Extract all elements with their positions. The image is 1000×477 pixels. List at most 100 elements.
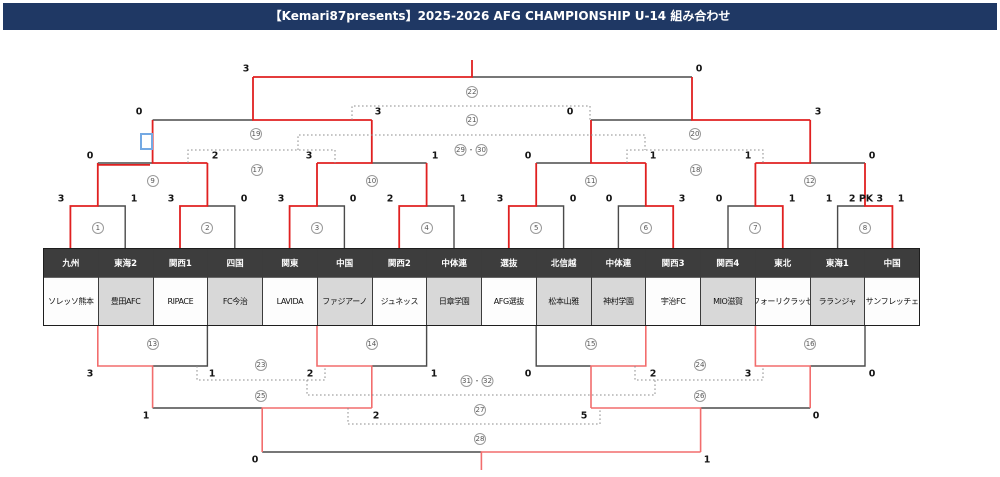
team-table: 九州 ソレッソ熊本 東海2 豊田AFC 関西1 RIPACE 四国 FC今治 関… [43,248,920,326]
match-number-12: 12 [804,175,817,187]
match-number-23: 23 [255,359,267,371]
match-number-21: 21 [466,114,478,126]
team-column: 中体連 日章学園 [426,249,481,325]
team-column: 東海1 ラランジャ [809,249,865,325]
score-semi2-right: 3 [814,106,822,118]
score-qf12-right: 0 [868,150,876,162]
team-cell: LAVIDA [263,278,317,325]
team-cell: フォーリクラッセ [755,278,810,325]
team-column: 九州 ソレッソ熊本 [44,249,98,325]
match-number-7: 7 [749,222,762,234]
team-column: 関西1 RIPACE [152,249,208,325]
title-bar: 【Kemari87presents】2025-2026 AFG CHAMPION… [3,3,997,30]
score-semi1-left: 0 [135,106,143,118]
team-column: 選抜 AFG選抜 [481,249,536,325]
region-cell: 中体連 [591,249,646,278]
score-m4-left: 2 [386,193,394,205]
score-m16-left: 3 [744,368,752,380]
score-m16-right: 0 [868,368,876,380]
score-m28-left: 0 [251,454,259,466]
pair-separator: ・ [473,377,481,385]
match-number-25: 25 [255,390,267,402]
selection-box [140,133,153,150]
team-cell: ファジアーノ [317,278,372,325]
region-cell: 中体連 [427,249,481,278]
team-cell: MIO滋賀 [701,278,755,325]
match-number-22: 22 [466,86,478,98]
region-cell: 選抜 [482,249,536,278]
region-cell: 東海1 [810,249,865,278]
score-m7-right: 1 [788,193,796,205]
team-cell: ソレッソ熊本 [44,278,98,325]
team-cell: AFG選抜 [482,278,536,325]
score-final-left: 3 [242,63,250,75]
score-m2-right: 0 [240,193,248,205]
score-qf11-left: 0 [524,150,532,162]
match-number-13: 13 [146,338,159,350]
team-cell: ジュネッス [372,278,427,325]
match-number-29: 29 [454,144,467,156]
match-number-8: 8 [859,222,871,234]
team-column: 関西4 MIO滋賀 [700,249,755,325]
score-m13-right: 1 [208,368,216,380]
match-number-18: 18 [690,164,702,176]
region-cell: 関西1 [153,249,208,278]
match-number-10: 10 [365,175,378,187]
score-semi1-right: 3 [374,106,382,118]
match-number-11: 11 [585,175,597,187]
team-column: 東海2 豊田AFC [97,249,153,325]
match-number-19: 19 [250,128,262,140]
match-number-32: 32 [481,375,494,387]
region-cell: 関西4 [701,249,755,278]
score-m15-left: 0 [524,368,532,380]
score-m1-left: 3 [57,193,65,205]
team-column: 中国 ファジアーノ [316,249,372,325]
region-cell: 中国 [317,249,372,278]
region-cell: 東海2 [98,249,153,278]
team-cell: RIPACE [153,278,208,325]
score-m28-right: 1 [703,454,711,466]
match-number-4: 4 [420,222,433,234]
match-number-3: 3 [311,222,323,234]
match-number-20: 20 [689,128,701,140]
score-m6-right: 3 [678,193,686,205]
team-column: 四国 FC今治 [207,249,262,325]
team-cell: 豊田AFC [98,278,153,325]
region-cell: 関西3 [646,249,700,278]
team-cell: 松本山雅 [536,278,591,325]
match-number-9: 9 [146,175,159,187]
team-column: 中国 サンフレッチェ [864,249,919,325]
score-m25-right: 2 [372,410,380,422]
score-m25-left: 1 [142,410,150,422]
score-m4-right: 1 [459,193,467,205]
team-column: 関東 LAVIDA [262,249,317,325]
match-number-2: 2 [201,222,214,234]
match-number-30: 30 [475,144,488,156]
region-cell: 九州 [44,249,98,278]
score-qf12-left: 1 [744,150,752,162]
match-number-17: 17 [251,164,263,176]
match-number-29-30: 29 ・ 30 [454,144,488,156]
score-m5-left: 3 [496,193,504,205]
match-number-28: 28 [474,433,486,445]
region-cell: 関西2 [372,249,427,278]
score-m13-left: 3 [86,368,94,380]
match-number-31: 31 [460,375,473,387]
team-column: 関西3 宇治FC [645,249,700,325]
team-cell: 日章学園 [427,278,481,325]
match-number-24: 24 [694,359,706,371]
score-m8-right: 1 [897,193,905,205]
team-cell: 神村学園 [591,278,646,325]
score-m26-left: 5 [580,410,588,422]
match-number-6: 6 [639,222,652,234]
region-cell: 関東 [263,249,317,278]
match-number-1: 1 [91,222,104,234]
region-cell: 中国 [865,249,919,278]
match-number-14: 14 [365,338,378,350]
region-cell: 四国 [208,249,262,278]
match-number-15: 15 [585,338,597,350]
score-qf9-left: 0 [86,150,94,162]
match-number-5: 5 [530,222,543,234]
score-qf10-right: 1 [431,150,439,162]
